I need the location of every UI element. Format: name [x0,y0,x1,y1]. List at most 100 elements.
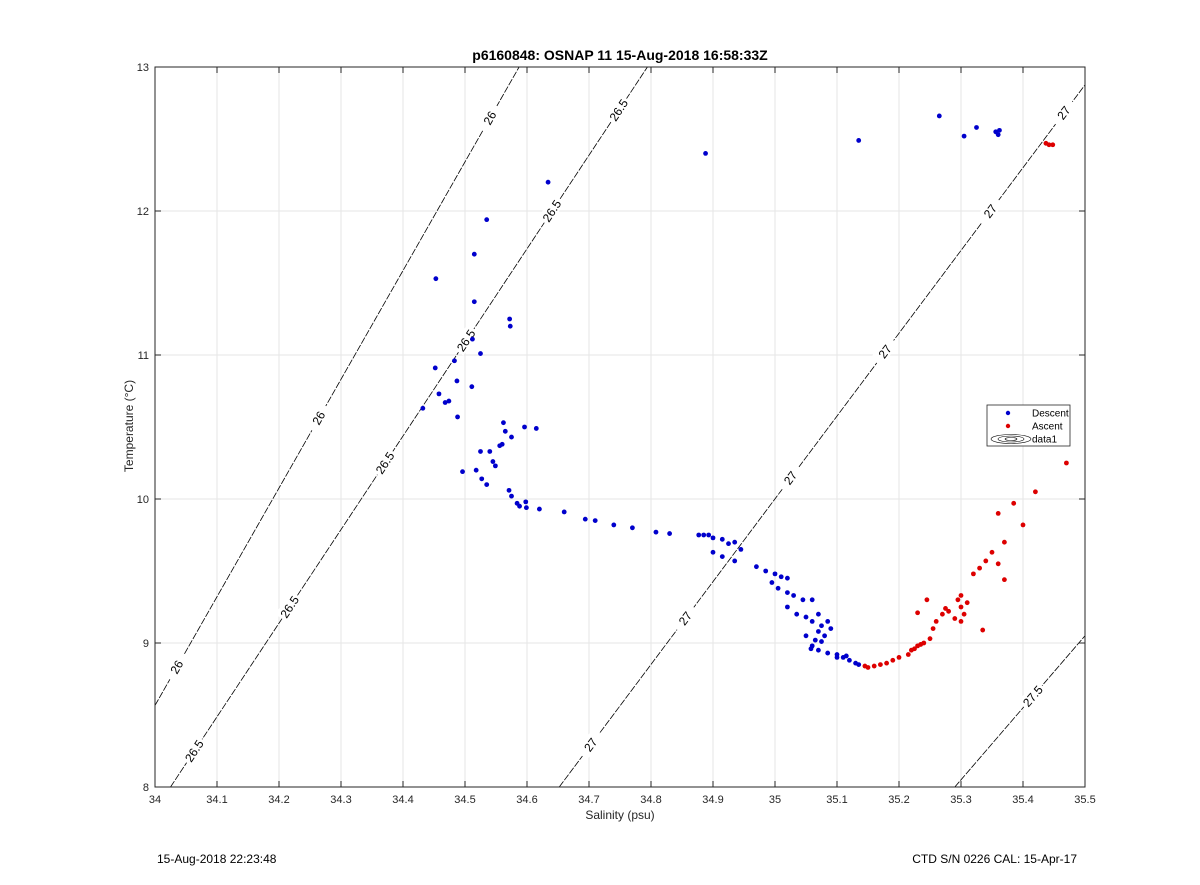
legend-data1-label: data1 [1032,435,1057,446]
ascent-point [930,626,936,631]
ascent-point [912,646,917,652]
x-tick-label: 34.5 [454,794,475,806]
y-axis-label: Temperature (°C) [122,380,136,472]
descent-point [471,251,477,257]
x-tick-label: 34.8 [640,794,661,806]
x-tick-label: 34.4 [392,794,413,806]
descent-point [436,391,442,397]
ascent-point [958,604,964,610]
ascent-point [905,652,911,657]
descent-point [492,463,498,469]
descent-point [816,647,821,653]
descent-point [545,179,551,185]
descent-point [800,597,806,603]
descent-point [473,467,479,473]
ascent-point [924,597,930,603]
descent-point [509,434,514,440]
descent-point [785,575,790,581]
descent-point [592,518,598,523]
descent-point [809,597,815,603]
descent-point [537,506,542,512]
descent-point [997,127,1002,133]
descent-point [502,428,508,434]
descent-point [460,469,465,475]
descent-point [775,585,781,591]
ascent-point [940,611,945,617]
ascent-point [961,611,967,617]
contour-label: 26.5 [370,446,398,478]
ascent-point [915,610,920,616]
footer-calibration: CTD S/N 0226 CAL: 15-Apr-17 [912,852,1077,866]
ascent-point [995,511,1001,516]
y-axis-ticks: 8 9 10 11 12 13 [137,62,1085,794]
ascent-point [980,627,986,633]
descent-point [479,476,485,482]
ascent-point [884,660,889,666]
descent-point [936,113,942,119]
ascent-point [995,561,1001,567]
descent-point [506,487,512,493]
descent-point [420,405,426,411]
descent-point [509,493,514,499]
svg-text:26: 26 [481,109,500,128]
descent-point [523,505,529,511]
descent-point [812,637,818,643]
series-ascent [862,140,1069,670]
y-tick-label: 10 [137,494,149,506]
legend-contour-icon [990,434,1032,444]
ascent-point [955,597,961,603]
ascent-point [946,608,951,614]
descent-point [778,574,784,580]
descent-point [701,532,707,538]
x-tick-label: 35.3 [950,794,971,806]
descent-point [470,336,475,342]
descent-point [630,525,635,531]
contour-label: 26.5 [179,734,208,766]
descent-point [719,536,725,542]
ascent-point [971,571,976,577]
descent-point [785,604,790,610]
descent-point [478,449,483,454]
ascent-point [1020,522,1026,528]
contour-label: 27 [575,728,604,760]
ascent-point [1064,460,1069,466]
ascent-point [878,662,883,667]
contour-label: 26.5 [275,590,303,622]
y-tick-label: 8 [143,782,149,794]
descent-point [454,378,460,384]
ascent-point [1046,142,1052,148]
ascent-point [1002,539,1007,545]
descent-point [763,568,769,574]
x-tick-label: 35.4 [1012,794,1033,806]
descent-point [507,316,513,322]
descent-point [803,633,809,639]
descent-point [834,655,840,660]
descent-point [822,633,827,639]
x-tick-label: 34.6 [516,794,537,806]
legend-descent-marker [1005,410,1011,416]
descent-point [517,503,522,509]
x-tick-label: 34 [149,794,161,806]
legend-descent-label: Descent [1032,409,1069,420]
descent-point [490,459,496,464]
ascent-point [952,616,958,621]
descent-point [974,125,979,130]
descent-point [522,424,527,430]
descent-point [856,662,862,667]
x-tick-label: 34.7 [578,794,599,806]
x-axis-ticks: 34 34.1 34.2 34.3 34.4 34.5 34.6 34.7 34.8 34.9 35… [149,67,1096,806]
descent-point [523,499,529,505]
contour-label: 27 [775,462,804,493]
legend-ascent-label: Ascent [1032,422,1063,433]
descent-point [446,398,452,404]
y-tick-label: 12 [137,206,149,218]
x-tick-label: 34.9 [702,794,723,806]
descent-point [843,653,849,659]
descent-point [828,626,834,631]
descent-point [856,138,862,143]
ascent-point [958,593,964,598]
descent-point [719,554,725,559]
descent-point [808,646,814,652]
x-tick-label: 34.3 [330,794,351,806]
descent-point [803,614,809,620]
